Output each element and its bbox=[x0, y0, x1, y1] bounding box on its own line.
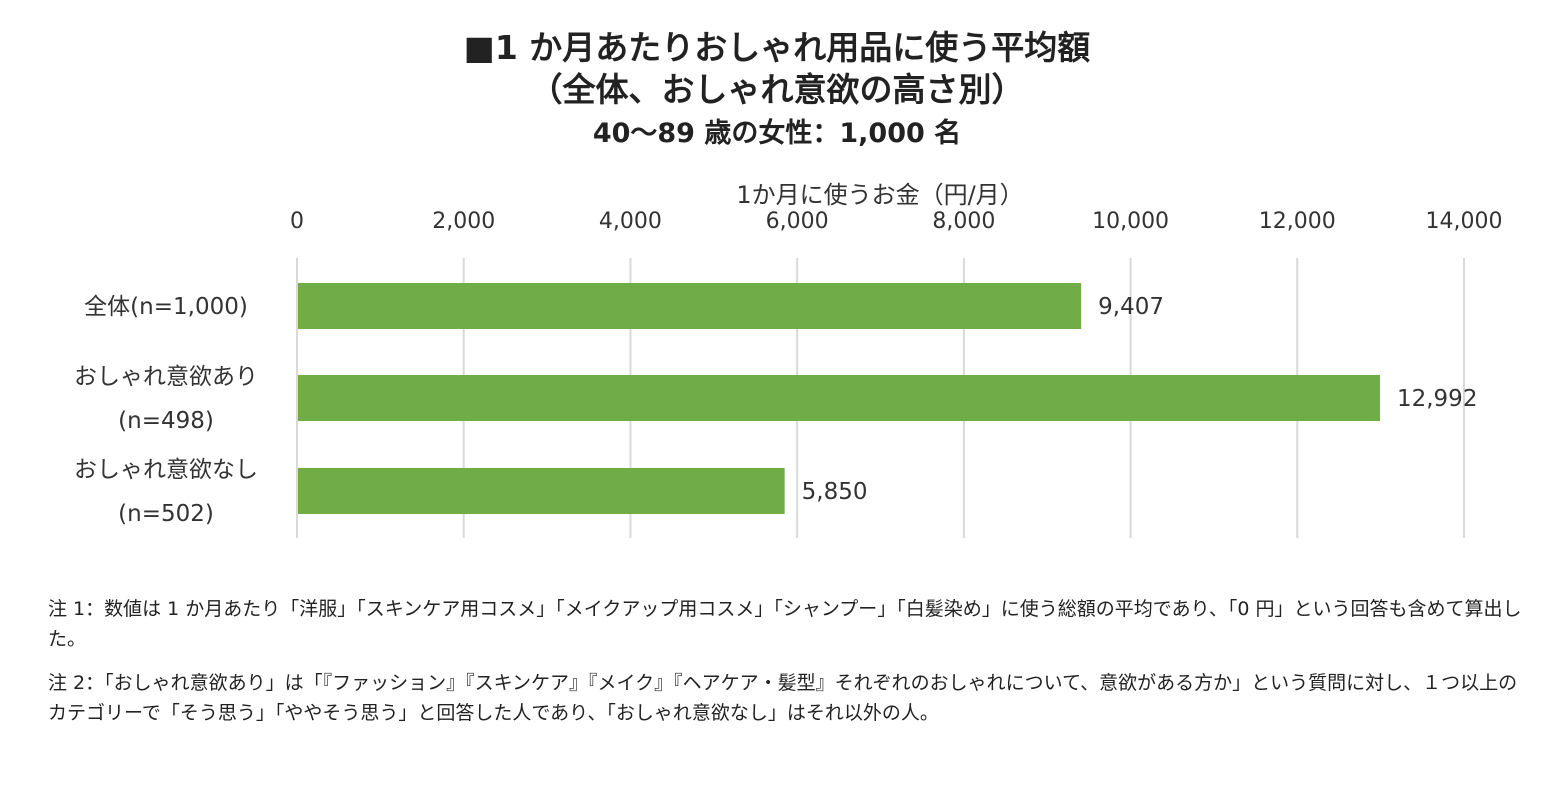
bar bbox=[298, 468, 785, 514]
category-label: おしゃれ意欲なし bbox=[74, 457, 258, 483]
footnotes: 注 1：数値は 1 か月あたり「洋服」「スキンケア用コスメ」「メイクアップ用コス… bbox=[48, 594, 1528, 728]
x-tick-label: 14,000 bbox=[1426, 209, 1503, 234]
category-label: (n=502) bbox=[118, 501, 214, 527]
bar bbox=[298, 283, 1082, 329]
category-label: おしゃれ意欲あり bbox=[74, 364, 258, 390]
chart-subtitle: 40〜89 歳の女性：1,000 名 bbox=[592, 118, 962, 149]
x-tick-label: 10,000 bbox=[1092, 209, 1169, 234]
category-label: (n=498) bbox=[118, 408, 214, 434]
data-label: 9,407 bbox=[1098, 294, 1164, 320]
x-axis-ticks: 0 2,000 4,000 6,000 8,000 10,000 12,000 14,000 bbox=[290, 209, 1502, 234]
x-tick-label: 8,000 bbox=[932, 209, 995, 234]
x-axis-label: 1か月に使うお金（円/月） bbox=[736, 181, 1023, 209]
bar-chart: 0 2,000 4,000 6,000 8,000 10,000 12,000 14,000 … bbox=[74, 181, 1502, 538]
data-label: 5,850 bbox=[802, 479, 868, 505]
x-tick-label: 12,000 bbox=[1259, 209, 1336, 234]
x-tick-label: 6,000 bbox=[766, 209, 829, 234]
x-tick-label: 0 bbox=[290, 209, 304, 234]
chart-title-line-2: （全体、おしゃれ意欲の高さ別） bbox=[529, 70, 1025, 109]
data-label: 12,992 bbox=[1397, 386, 1477, 412]
footnote-1: 注 1：数値は 1 か月あたり「洋服」「スキンケア用コスメ」「メイクアップ用コス… bbox=[48, 598, 1522, 650]
x-tick-label: 4,000 bbox=[599, 209, 662, 234]
category-labels: 全体(n=1,000) おしゃれ意欲あり (n=498) おしゃれ意欲なし (n=502… bbox=[74, 294, 258, 527]
x-tick-label: 2,000 bbox=[432, 209, 495, 234]
footnote-2: 注 2：「おしゃれ意欲あり」は「『ファッション』『スキンケア』『メイク』『ヘアケ… bbox=[48, 672, 1518, 724]
bars: 9,407 12,992 5,850 bbox=[298, 283, 1477, 514]
bar bbox=[298, 375, 1380, 421]
category-label: 全体(n=1,000) bbox=[84, 294, 248, 320]
chart-title-line-1: ■1 か月あたりおしゃれ用品に使う平均額 bbox=[463, 28, 1091, 67]
